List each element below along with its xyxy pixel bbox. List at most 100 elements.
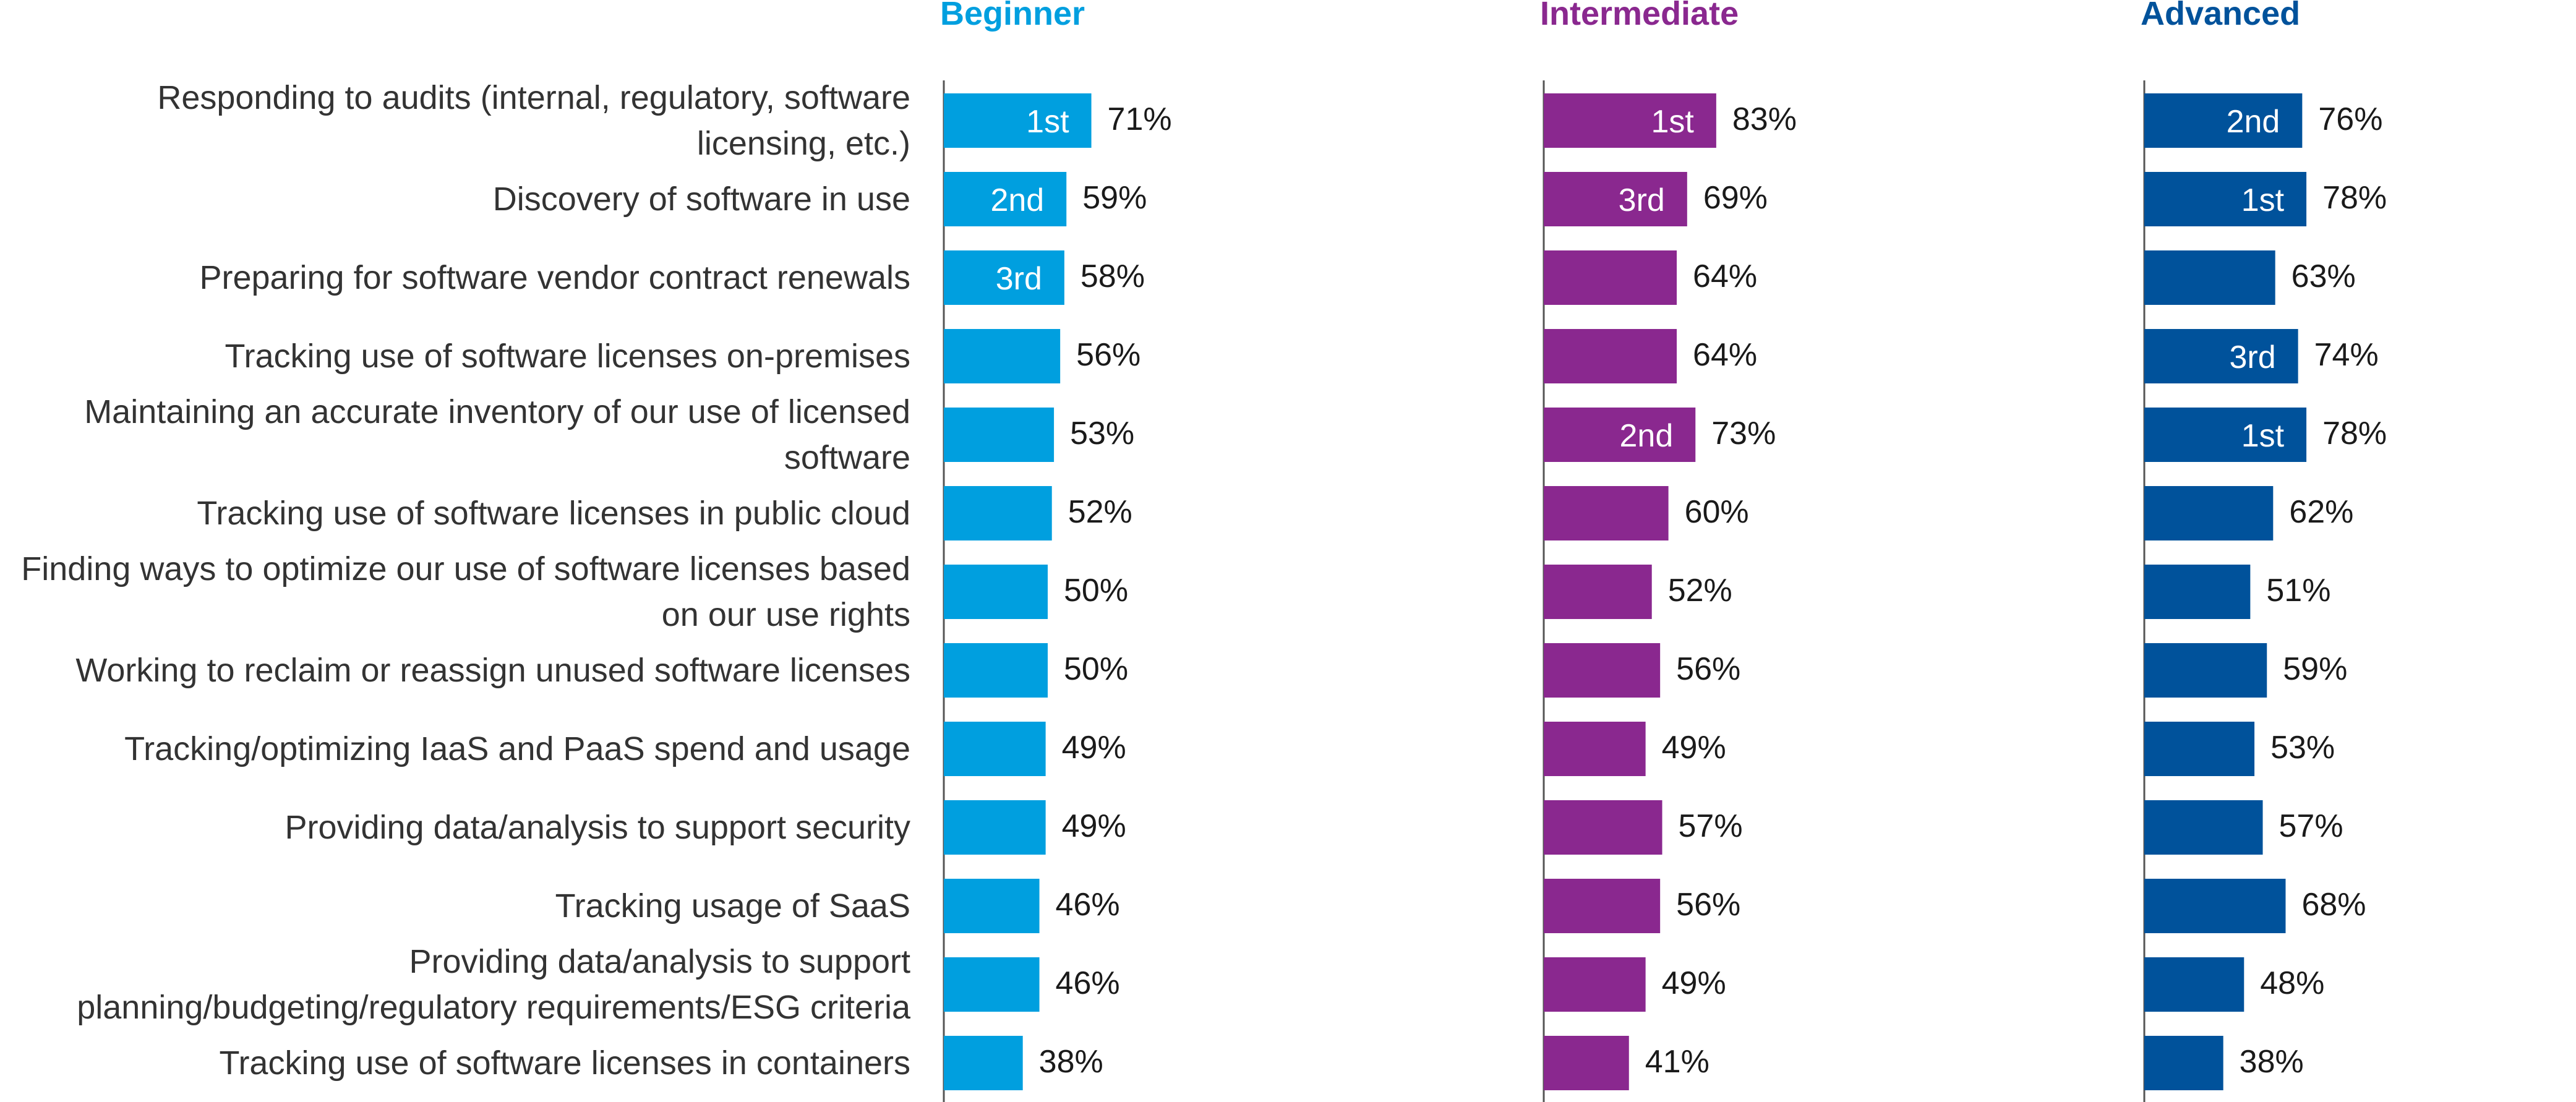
bar xyxy=(1544,329,1677,383)
category-label: licensing, etc.) xyxy=(697,125,910,162)
rank-label: 1st xyxy=(1026,104,1069,140)
bar xyxy=(2144,329,2298,383)
value-label: 64% xyxy=(1693,337,1757,373)
category-label: Preparing for software vendor contract r… xyxy=(199,259,910,296)
bar xyxy=(2144,93,2303,148)
category-label: Finding ways to optimize our use of soft… xyxy=(21,550,910,587)
value-label: 56% xyxy=(1676,651,1740,687)
value-label: 78% xyxy=(2322,416,2387,451)
value-label: 38% xyxy=(2240,1044,2304,1080)
category-label: Tracking use of software licenses in pub… xyxy=(197,495,910,532)
category-label: planning/budgeting/regulatory requiremen… xyxy=(77,989,911,1026)
value-label: 83% xyxy=(1732,101,1797,137)
bar xyxy=(944,722,1046,776)
value-label: 63% xyxy=(2291,258,2356,294)
category-label: Responding to audits (internal, regulato… xyxy=(157,79,910,116)
rank-label: 3rd xyxy=(1619,182,1665,218)
bar xyxy=(944,250,1064,305)
bar xyxy=(2144,643,2267,698)
bar xyxy=(944,565,1048,619)
rank-label: 2nd xyxy=(1620,418,1674,454)
bar xyxy=(2144,408,2307,462)
value-label: 62% xyxy=(2289,494,2353,530)
rank-label: 2nd xyxy=(2227,104,2280,140)
value-label: 59% xyxy=(1082,180,1147,216)
panel-title-intermediate: Intermediate xyxy=(1540,0,1739,32)
bar xyxy=(2144,250,2275,305)
category-label: Tracking usage of SaaS xyxy=(555,887,910,925)
rank-label: 2nd xyxy=(990,182,1044,218)
rank-label: 1st xyxy=(2241,182,2285,218)
category-label: Discovery of software in use xyxy=(493,181,910,218)
bar xyxy=(944,957,1040,1012)
value-label: 56% xyxy=(1076,337,1140,373)
bar xyxy=(944,486,1052,540)
bar xyxy=(2144,957,2244,1012)
value-label: 69% xyxy=(1703,180,1768,216)
value-label: 48% xyxy=(2260,965,2324,1001)
value-label: 50% xyxy=(1064,651,1128,687)
value-label: 59% xyxy=(2283,651,2347,687)
value-label: 38% xyxy=(1039,1044,1103,1080)
bar xyxy=(1544,408,1696,462)
bar xyxy=(944,93,1092,148)
value-label: 64% xyxy=(1693,258,1757,294)
value-label: 51% xyxy=(2266,573,2330,609)
value-label: 68% xyxy=(2301,887,2366,923)
bar xyxy=(944,408,1055,462)
value-label: 53% xyxy=(1070,416,1134,451)
value-label: 46% xyxy=(1056,965,1120,1001)
value-label: 56% xyxy=(1676,887,1740,923)
rank-label: 1st xyxy=(1651,104,1695,140)
value-label: 53% xyxy=(2270,730,2335,766)
rank-label: 3rd xyxy=(2229,340,2275,375)
bar xyxy=(944,800,1046,855)
bar xyxy=(1544,250,1677,305)
category-label: Maintaining an accurate inventory of our… xyxy=(84,393,910,430)
category-label: Providing data/analysis to support xyxy=(409,943,910,980)
value-label: 78% xyxy=(2322,180,2387,216)
bar xyxy=(1544,879,1661,933)
bar xyxy=(944,329,1061,383)
value-label: 58% xyxy=(1080,258,1145,294)
value-label: 49% xyxy=(1662,965,1726,1001)
value-label: 71% xyxy=(1108,101,1172,137)
value-label: 41% xyxy=(1645,1044,1709,1080)
category-label: Tracking use of software licenses in con… xyxy=(219,1044,910,1082)
bar xyxy=(944,172,1067,226)
panel-title-beginner: Beginner xyxy=(940,0,1085,32)
value-label: 60% xyxy=(1685,494,1749,530)
category-label: Tracking use of software licenses on-pre… xyxy=(225,338,910,375)
bar xyxy=(2144,486,2274,540)
bar xyxy=(1544,957,1646,1012)
value-label: 74% xyxy=(2314,337,2379,373)
bar xyxy=(2144,879,2286,933)
panel-title-advanced: Advanced xyxy=(2141,0,2300,32)
value-label: 52% xyxy=(1068,494,1132,530)
bar xyxy=(1544,800,1662,855)
bar xyxy=(2144,722,2255,776)
bar xyxy=(1544,486,1669,540)
category-label: Tracking/optimizing IaaS and PaaS spend … xyxy=(124,730,910,767)
value-label: 57% xyxy=(1679,808,1743,844)
category-label: software xyxy=(784,439,910,476)
value-label: 76% xyxy=(2318,101,2382,137)
value-label: 57% xyxy=(2279,808,2343,844)
value-label: 49% xyxy=(1662,730,1726,766)
bar xyxy=(1544,1036,1629,1090)
bar xyxy=(2144,565,2251,619)
value-label: 49% xyxy=(1062,808,1126,844)
bar xyxy=(2144,172,2307,226)
rank-label: 3rd xyxy=(996,261,1042,297)
bar xyxy=(1544,565,1652,619)
value-label: 49% xyxy=(1062,730,1126,766)
value-label: 46% xyxy=(1056,887,1120,923)
bar xyxy=(1544,722,1646,776)
bar xyxy=(2144,800,2263,855)
rank-label: 1st xyxy=(2241,418,2285,454)
bar xyxy=(1544,172,1687,226)
category-label: on our use rights xyxy=(662,596,910,633)
bar xyxy=(944,879,1040,933)
bar xyxy=(1544,643,1661,698)
